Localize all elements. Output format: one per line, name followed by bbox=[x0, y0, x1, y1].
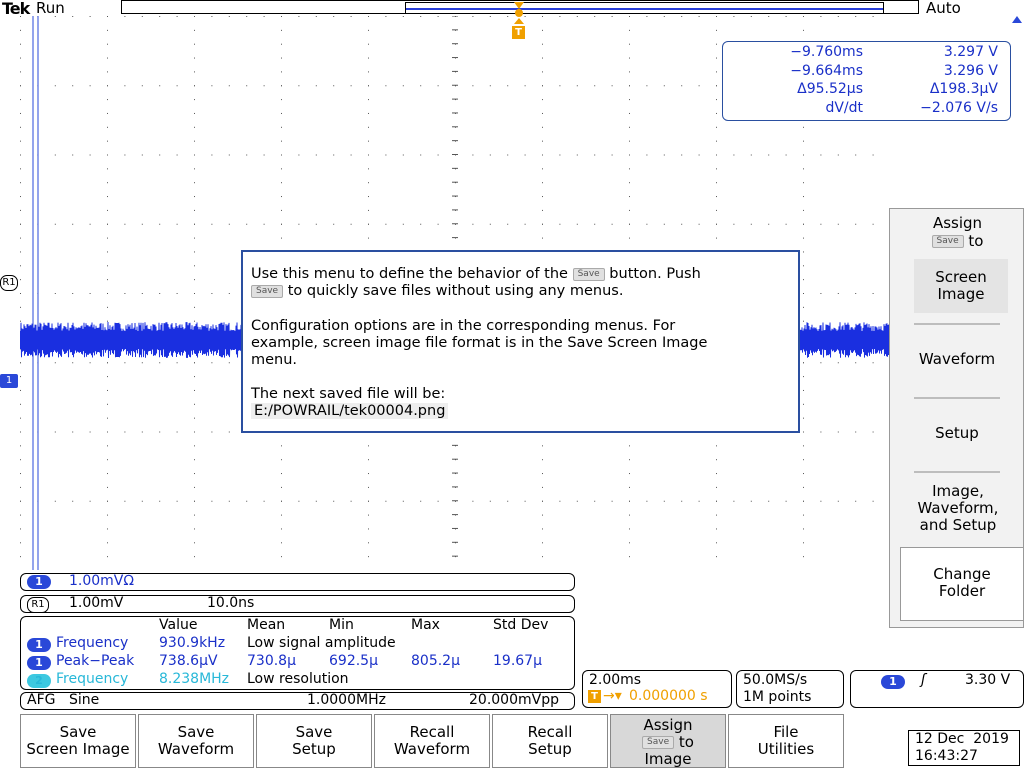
side-menu-change-folder[interactable]: Change Folder bbox=[900, 547, 1024, 621]
cursor-readout-row: Δ95.52µs Δ198.3µV bbox=[723, 81, 1010, 99]
brand-logo: Tek bbox=[2, 0, 30, 18]
meas-row-badge: 1 bbox=[27, 656, 51, 670]
meas-row-note: Low resolution bbox=[247, 671, 349, 687]
afg-amplitude: 20.000mVpp bbox=[469, 692, 559, 708]
meas-row-name: Peak−Peak bbox=[56, 653, 135, 669]
horizontal-readout[interactable]: 2.00ms T →▾ 0.000000 s bbox=[582, 670, 732, 708]
assign-save-to-button[interactable]: Assign Save to Image bbox=[610, 714, 726, 768]
meas-row-badge: 1 bbox=[27, 638, 51, 652]
col-header-value: Value bbox=[159, 617, 198, 633]
meas-row-std: 19.67µ bbox=[493, 653, 542, 669]
save-key-chip: Save bbox=[931, 235, 964, 248]
trigger-level-arrow-icon bbox=[1012, 16, 1022, 23]
cursor-time: −9.760ms bbox=[790, 44, 863, 60]
save-key-chip: Save bbox=[642, 736, 675, 749]
ch1-scale-bar[interactable]: 1 1.00mVΩ bbox=[20, 573, 575, 591]
file-utilities-button[interactable]: File Utilities bbox=[728, 714, 844, 768]
ref1-scale-bar[interactable]: R1 1.00mV 10.0ns bbox=[20, 595, 575, 613]
trigger-t-icon: T bbox=[588, 690, 601, 703]
save-waveform-button[interactable]: Save Waveform bbox=[138, 714, 254, 768]
meas-row-name: Frequency bbox=[56, 635, 129, 651]
recall-setup-button[interactable]: Recall Setup bbox=[492, 714, 608, 768]
side-menu-setup[interactable]: Setup bbox=[935, 424, 979, 442]
ref1-marker[interactable]: R1 bbox=[0, 275, 18, 291]
ref1-timebase: 10.0ns bbox=[207, 595, 255, 611]
meas-row-value: 930.9kHz bbox=[159, 635, 226, 651]
meas-row-badge: 2 bbox=[27, 674, 51, 688]
next-file-path: E:/POWRAIL/tek00004.png bbox=[251, 403, 449, 419]
meas-row-note: Low signal amplitude bbox=[247, 635, 396, 651]
ref1-badge: R1 bbox=[27, 597, 49, 613]
meas-row-mean: 730.8µ bbox=[247, 653, 296, 669]
cursor-value: 3.297 V bbox=[943, 44, 998, 60]
delay-arrow-icon: →▾ bbox=[603, 688, 622, 704]
trigger-readout[interactable]: 1 ʃ 3.30 V bbox=[850, 670, 1024, 708]
save-screen-image-button[interactable]: Save Screen Image bbox=[20, 714, 136, 768]
date: 12 Dec 2019 bbox=[915, 731, 1009, 747]
meas-row-value: 738.6µV bbox=[159, 653, 218, 669]
dialog-paragraph-3: The next saved file will be: E:/POWRAIL/… bbox=[251, 386, 790, 420]
meas-row-max: 805.2µ bbox=[411, 653, 460, 669]
cursor-time: Δ95.52µs bbox=[797, 81, 863, 97]
rising-edge-icon: ʃ bbox=[921, 672, 926, 688]
cursor-readout-panel: −9.760ms 3.297 V −9.664ms 3.296 V Δ95.52µs Δ1… bbox=[722, 41, 1011, 121]
cursor-value: −2.076 V/s bbox=[920, 99, 998, 116]
col-header-min: Min bbox=[329, 617, 354, 633]
acquisition-readout[interactable]: 50.0MS/s 1M points bbox=[736, 670, 844, 708]
col-header-mean: Mean bbox=[247, 617, 286, 633]
save-help-dialog: Use this menu to define the behavior of … bbox=[241, 250, 800, 433]
save-key-chip: Save bbox=[572, 267, 605, 281]
cursor-value: Δ198.3µV bbox=[929, 81, 998, 97]
ch1-badge: 1 bbox=[27, 575, 51, 589]
dialog-paragraph-2: Configuration options are in the corresp… bbox=[251, 318, 708, 368]
dialog-paragraph-1: Use this menu to define the behavior of … bbox=[251, 266, 701, 299]
recall-waveform-button[interactable]: Recall Waveform bbox=[374, 714, 490, 768]
afg-status-bar[interactable]: AFG Sine 1.0000MHz 20.000mVpp bbox=[20, 692, 575, 710]
record-view-window[interactable] bbox=[405, 2, 884, 14]
afg-wave: Sine bbox=[69, 692, 100, 708]
cursor-readout-row: −9.664ms 3.296 V bbox=[723, 63, 1010, 81]
time: 16:43:27 bbox=[915, 748, 978, 764]
ch1-scale: 1.00mVΩ bbox=[69, 573, 135, 589]
acquisition-state: Run bbox=[36, 0, 65, 17]
horizontal-delay: 0.000000 s bbox=[629, 688, 708, 704]
record-points: 1M points bbox=[743, 689, 812, 705]
horizontal-scale: 2.00ms bbox=[589, 672, 642, 688]
cursor-value: 3.296 V bbox=[943, 62, 998, 79]
afg-label: AFG bbox=[27, 692, 56, 708]
side-menu-screen-image[interactable]: Screen Image bbox=[914, 259, 1008, 313]
trigger-source-badge: 1 bbox=[881, 675, 905, 689]
measurement-table[interactable]: Value Mean Min Max Std Dev 1 Frequency 9… bbox=[20, 616, 575, 690]
ch1-ground-marker[interactable]: 1 bbox=[0, 374, 18, 388]
trigger-t-icon: T bbox=[512, 26, 525, 39]
cursor-readout-row: dV/dt −2.076 V/s bbox=[723, 100, 1010, 118]
col-header-std-dev: Std Dev bbox=[493, 617, 549, 633]
cursor-time: −9.664ms bbox=[790, 62, 863, 79]
ref1-scale: 1.00mV bbox=[69, 595, 124, 611]
afg-frequency: 1.0000MHz bbox=[307, 692, 386, 708]
trigger-position-marker[interactable]: T bbox=[512, 2, 526, 39]
meas-row-value: 8.238MHz bbox=[159, 671, 230, 687]
side-menu-waveform[interactable]: Waveform bbox=[918, 350, 996, 368]
meas-row-min: 692.5µ bbox=[329, 653, 378, 669]
col-header-max: Max bbox=[411, 617, 440, 633]
save-key-chip: Save bbox=[251, 284, 284, 298]
save-setup-button[interactable]: Save Setup bbox=[256, 714, 372, 768]
meas-row-name: Frequency bbox=[56, 671, 129, 687]
side-menu-title: Assign Save to bbox=[931, 214, 984, 250]
trigger-mode: Auto bbox=[926, 0, 961, 17]
cursor-time: dV/dt bbox=[825, 99, 863, 116]
sample-rate: 50.0MS/s bbox=[743, 672, 808, 688]
trigger-level: 3.30 V bbox=[965, 672, 1011, 688]
side-menu: Assign Save to Screen Image Waveform Set… bbox=[889, 208, 1024, 628]
side-menu-image-waveform-setup[interactable]: Image, Waveform, and Setup bbox=[917, 482, 999, 534]
date-time-display: 12 Dec 2019 16:43:27 bbox=[908, 730, 1020, 766]
cursor-readout-row: −9.760ms 3.297 V bbox=[723, 44, 1010, 62]
